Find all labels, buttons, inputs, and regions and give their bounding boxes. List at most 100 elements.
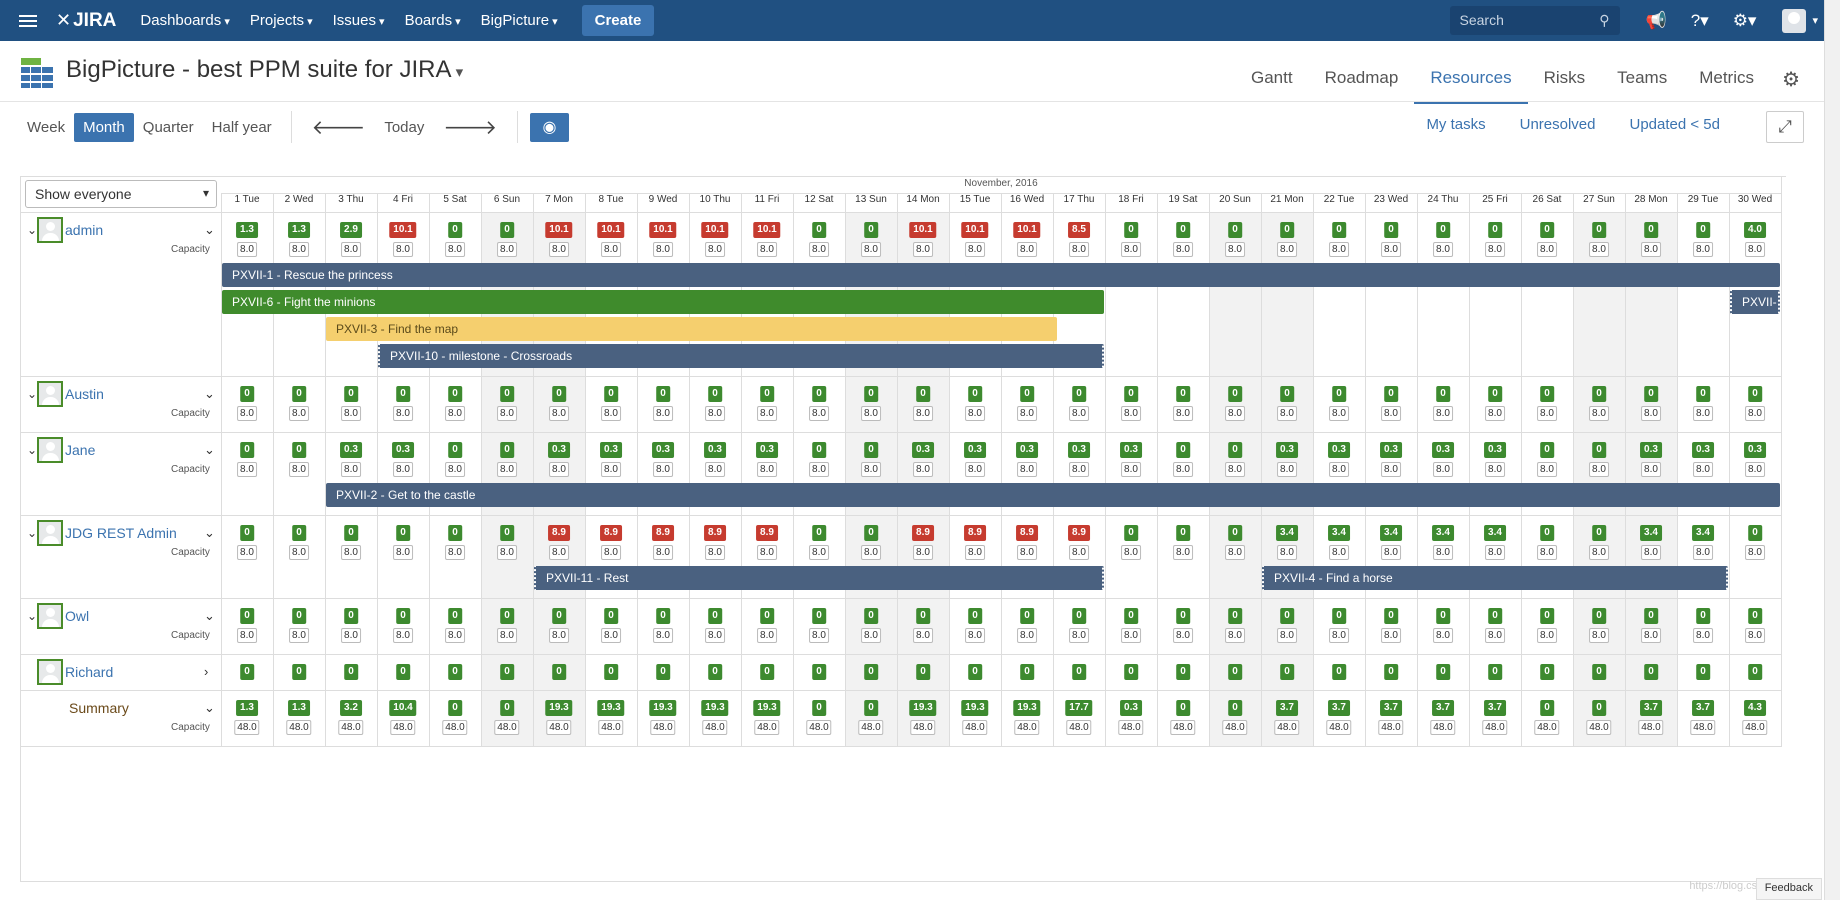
avatar [37, 520, 63, 546]
arrow-right-icon[interactable]: 🡒 [443, 116, 497, 139]
jira-logo[interactable]: ✕ JIRA [56, 9, 117, 31]
row-separator [21, 598, 1781, 599]
row-separator [21, 432, 1781, 433]
user-name[interactable]: JDG REST Admin [65, 525, 177, 541]
chevron-down-icon[interactable]: ⌄ [204, 700, 215, 715]
capacity-value: 8.0 [809, 242, 829, 257]
load-badge: 0 [344, 525, 358, 541]
fullscreen-icon[interactable]: ⤢ [1766, 111, 1804, 143]
task-bar[interactable]: PXVII-3 - Find the map [326, 317, 1058, 341]
filter-updated[interactable]: Updated < 5d [1629, 116, 1721, 133]
search-input[interactable]: Search ⚲ [1449, 6, 1620, 35]
user-name[interactable]: admin [65, 222, 104, 238]
capacity-value: 8.0 [1537, 406, 1557, 421]
view-week-button[interactable]: Week [27, 118, 66, 136]
tab-gantt[interactable]: Gantt [1251, 68, 1293, 87]
task-bar[interactable]: PXVII-1 - Rescue the princess [222, 263, 1780, 287]
day-header: 22 Tue [1323, 194, 1355, 205]
view-half-year-button[interactable]: Half year [211, 118, 272, 136]
capacity-value: 8.0 [653, 545, 673, 560]
task-bar[interactable]: PXVII-11 - Rest [534, 566, 1104, 590]
capacity-value: 8.0 [289, 242, 309, 257]
page-title[interactable]: BigPicture - best PPM suite for JIRA [66, 56, 463, 84]
eye-icon[interactable]: ◉ [529, 112, 569, 142]
task-bar[interactable]: PXVII- [1730, 290, 1780, 314]
capacity-label: Capacity [171, 464, 210, 475]
chevron-down-icon[interactable]: ⌄ [204, 442, 215, 457]
chevron-down-icon[interactable]: ⌄ [204, 386, 215, 401]
chevron-down-icon[interactable]: ⌄ [204, 608, 215, 623]
tab-teams[interactable]: Teams [1617, 68, 1668, 87]
tab-resources[interactable]: Resources [1414, 58, 1528, 104]
tab-metrics[interactable]: Metrics [1699, 68, 1754, 87]
load-badge: 0.3 [652, 442, 674, 458]
settings-icon[interactable]: ⚙ [1782, 69, 1800, 91]
create-button[interactable]: Create [581, 5, 655, 36]
view-quarter-button[interactable]: Quarter [142, 118, 194, 136]
avatar [37, 603, 63, 629]
capacity-value: 8.0 [1069, 545, 1089, 560]
user-name[interactable]: Jane [65, 442, 96, 458]
megaphone-icon[interactable]: 📢 [1645, 10, 1667, 30]
nav-issues[interactable]: Issues [333, 12, 385, 29]
tab-risks[interactable]: Risks [1543, 68, 1586, 87]
load-badge: 0 [864, 442, 878, 458]
task-bar[interactable]: PXVII-6 - Fight the minions [222, 290, 1104, 314]
nav-bigpicture[interactable]: BigPicture [481, 12, 558, 29]
load-badge: 0 [1228, 525, 1242, 541]
chevron-down-icon[interactable]: ▾ [1812, 15, 1818, 27]
capacity-value: 8.0 [1589, 628, 1609, 643]
filter-unresolved[interactable]: Unresolved [1519, 116, 1596, 133]
summary-capacity-value: 48.0 [858, 720, 884, 735]
collapse-chevron-icon[interactable]: ⌄ [27, 443, 38, 457]
chevron-down-icon[interactable]: ⌄ [204, 222, 215, 237]
nav-dashboards[interactable]: Dashboards [140, 12, 229, 29]
arrow-left-icon[interactable]: 🡐 [311, 116, 366, 139]
day-header: 1 Tue [234, 194, 260, 205]
summary-load-badge: 3.2 [340, 700, 362, 716]
filter-my-tasks[interactable]: My tasks [1426, 116, 1486, 133]
chevron-right-icon[interactable]: › [204, 664, 209, 679]
collapse-chevron-icon[interactable]: ⌄ [27, 609, 38, 623]
help-icon[interactable]: ?▾ [1690, 10, 1709, 30]
today-button[interactable]: Today [384, 118, 425, 136]
tab-roadmap[interactable]: Roadmap [1324, 68, 1399, 87]
task-bar[interactable]: PXVII-2 - Get to the castle [326, 483, 1780, 507]
task-bar[interactable]: PXVII-10 - milestone - Crossroads [378, 344, 1104, 368]
load-badge: 0 [1124, 525, 1138, 541]
load-badge: 0.3 [1484, 442, 1506, 458]
user-name[interactable]: Richard [65, 664, 114, 680]
task-bar[interactable]: PXVII-4 - Find a horse [1262, 566, 1728, 590]
capacity-value: 8.0 [237, 242, 257, 257]
day-header: 15 Tue [959, 194, 991, 205]
load-badge: 0 [1384, 386, 1398, 402]
capacity-value: 8.0 [965, 242, 985, 257]
settings-gear-icon[interactable]: ⚙▾ [1732, 10, 1757, 30]
nav-boards[interactable]: Boards [405, 12, 461, 29]
user-avatar[interactable] [1782, 8, 1807, 33]
capacity-value: 8.0 [341, 545, 361, 560]
capacity-value: 8.0 [913, 628, 933, 643]
capacity-value: 8.0 [809, 545, 829, 560]
view-month-button[interactable]: Month [74, 112, 134, 142]
avatar [37, 659, 63, 685]
collapse-chevron-icon[interactable]: ⌄ [27, 387, 38, 401]
column-line [1261, 193, 1262, 747]
load-badge: 4.0 [1744, 222, 1766, 238]
nav-projects[interactable]: Projects [250, 12, 313, 29]
capacity-value: 8.0 [653, 628, 673, 643]
menu-icon[interactable] [0, 0, 56, 41]
capacity-value: 8.0 [1589, 406, 1609, 421]
user-name[interactable]: Austin [65, 386, 104, 402]
user-name[interactable]: Owl [65, 608, 90, 624]
collapse-chevron-icon[interactable]: ⌄ [27, 526, 38, 540]
show-everyone-select[interactable]: Show everyone [25, 180, 217, 208]
load-badge: 8.9 [548, 525, 570, 541]
load-badge: 0 [1644, 386, 1658, 402]
feedback-button[interactable]: Feedback [1755, 878, 1822, 900]
avatar [37, 217, 63, 243]
load-badge: 0 [1332, 608, 1346, 624]
vertical-scrollbar[interactable] [1824, 0, 1840, 900]
chevron-down-icon[interactable]: ⌄ [204, 525, 215, 540]
collapse-chevron-icon[interactable]: ⌄ [27, 223, 38, 237]
